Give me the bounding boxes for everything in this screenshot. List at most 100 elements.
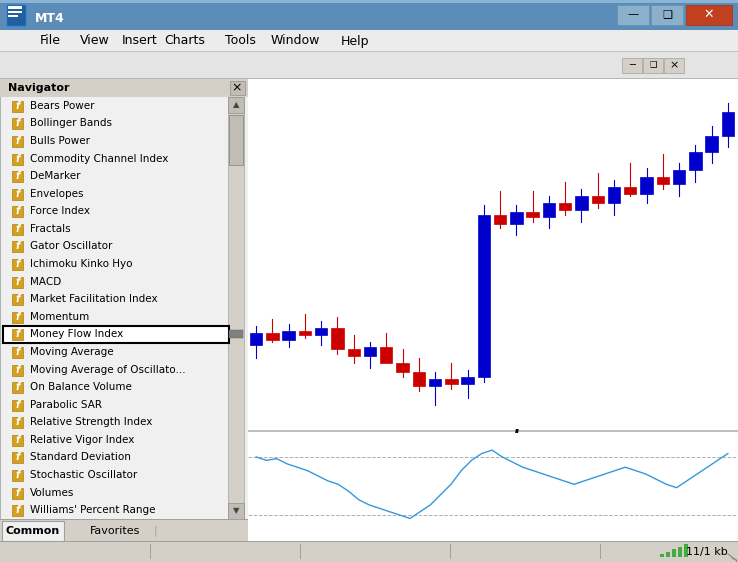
Text: f: f [15, 312, 20, 322]
Bar [364, 347, 376, 356]
Text: ×: × [232, 81, 242, 94]
Bar [12, 242, 23, 252]
Text: Bulls Power: Bulls Power [30, 136, 90, 146]
Text: Fractals: Fractals [30, 224, 71, 234]
Text: On Balance Volume: On Balance Volume [30, 382, 132, 392]
Bar [0, 541, 738, 562]
Text: Bollinger Bands: Bollinger Bands [30, 119, 112, 128]
Text: Navigator: Navigator [8, 83, 69, 93]
Text: DeMarker: DeMarker [30, 171, 80, 181]
Text: Commodity Channel Index: Commodity Channel Index [30, 153, 168, 164]
Bar [12, 171, 23, 182]
Bar [651, 5, 683, 25]
Text: Moving Average of Oscillato...: Moving Average of Oscillato... [30, 365, 186, 374]
Bar [8, 15, 18, 17]
Text: Tools: Tools [224, 34, 255, 48]
Text: —: — [627, 9, 638, 19]
Bar [12, 312, 23, 323]
Bar [12, 347, 23, 358]
Text: ─: ─ [629, 60, 635, 70]
Text: f: f [15, 294, 20, 304]
Text: f: f [15, 347, 20, 357]
Text: Envelopes: Envelopes [30, 189, 83, 199]
Bar [706, 135, 718, 152]
Bar [526, 212, 539, 217]
Bar [12, 136, 23, 147]
Bar [0, 541, 738, 542]
Bar [12, 189, 23, 200]
Bar [8, 6, 22, 9]
Text: Parabolic SAR: Parabolic SAR [30, 400, 102, 410]
Bar [0, 51, 738, 52]
Bar [396, 363, 409, 373]
Text: f: f [15, 418, 20, 427]
Bar [542, 203, 555, 217]
Bar [12, 206, 23, 217]
Bar [0, 30, 738, 52]
Text: Gator Oscillator: Gator Oscillator [30, 242, 112, 251]
Bar [12, 153, 23, 165]
Bar [0, 519, 248, 541]
Bar [12, 365, 23, 375]
Bar [248, 79, 738, 541]
Bar [413, 373, 425, 386]
Text: |: | [154, 525, 156, 536]
Text: ✕: ✕ [704, 7, 714, 20]
Bar [229, 330, 243, 338]
Bar [12, 259, 23, 270]
Bar [686, 5, 732, 25]
Bar [622, 58, 642, 73]
Bar [283, 330, 295, 340]
Bar [266, 333, 278, 340]
Bar [617, 5, 649, 25]
Text: Volumes: Volumes [30, 488, 75, 497]
Bar [150, 544, 151, 559]
Bar [12, 382, 23, 393]
Text: f: f [15, 329, 20, 339]
Text: Common: Common [6, 526, 60, 536]
Text: Indicator: Indicator [520, 316, 618, 336]
Text: Charts: Charts [165, 34, 205, 48]
Text: f: f [15, 171, 20, 181]
Text: Relative Strength Index: Relative Strength Index [30, 418, 152, 427]
Bar [722, 112, 734, 135]
Text: Momentum: Momentum [30, 312, 89, 322]
Bar [684, 544, 688, 557]
Text: f: f [15, 452, 20, 463]
Text: Moving Average: Moving Average [30, 347, 114, 357]
Bar [248, 430, 738, 432]
Bar [229, 115, 243, 165]
Bar [657, 178, 669, 184]
Bar [666, 551, 670, 557]
Bar [8, 11, 22, 13]
Bar [660, 554, 664, 557]
Bar [12, 294, 23, 305]
Bar [12, 119, 23, 129]
Bar [0, 52, 738, 79]
Bar [12, 505, 23, 516]
Bar [12, 277, 23, 288]
Text: MACD: MACD [30, 277, 61, 287]
Bar [664, 58, 684, 73]
Bar [641, 178, 652, 194]
Text: Money Flow Index: Money Flow Index [505, 292, 703, 310]
Text: f: f [15, 382, 20, 392]
Text: f: f [15, 259, 20, 269]
Text: Standard Deviation: Standard Deviation [30, 452, 131, 463]
Text: Double Click: Double Click [370, 310, 457, 323]
Bar [600, 544, 601, 559]
Bar [12, 452, 23, 464]
Text: Force Index: Force Index [30, 206, 90, 216]
Bar [2, 521, 64, 541]
Text: f: f [15, 153, 20, 164]
Bar [3, 325, 229, 343]
Bar [299, 330, 311, 336]
Bar [445, 379, 458, 384]
Text: ❑: ❑ [662, 9, 672, 19]
Text: f: f [15, 101, 20, 111]
Bar [0, 519, 248, 520]
Bar [380, 347, 393, 363]
Text: ▼: ▼ [232, 506, 239, 515]
Text: File: File [40, 34, 61, 48]
Bar [6, 4, 26, 26]
